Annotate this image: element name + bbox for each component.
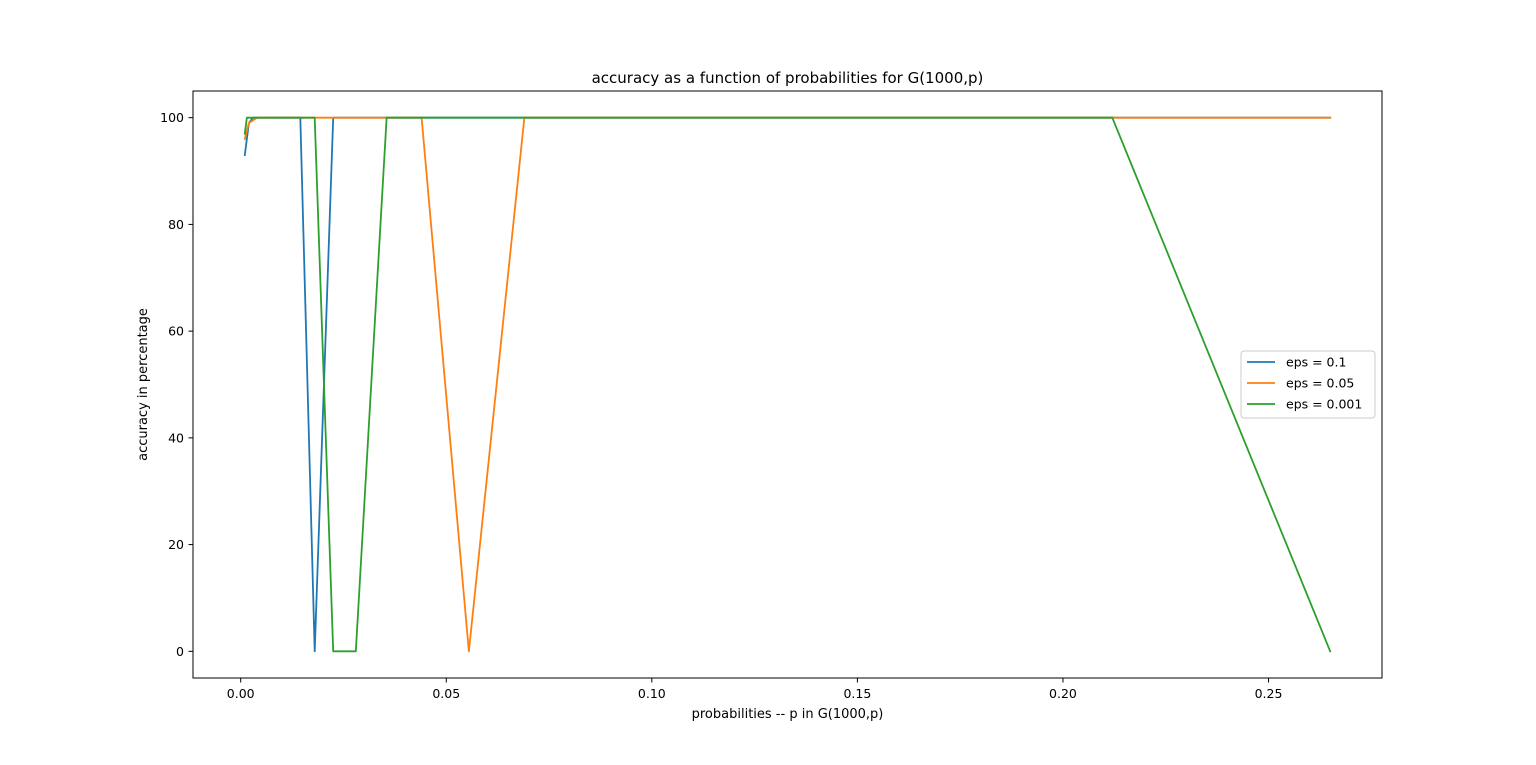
x-tick-label: 0.20 xyxy=(1049,686,1077,701)
y-axis-label: accuracy in percentage xyxy=(136,308,151,461)
x-axis: 0.00 0.05 0.10 0.15 0.20 0.25 xyxy=(227,678,1283,701)
x-tick-label: 0.15 xyxy=(843,686,871,701)
x-tick-label: 0.10 xyxy=(638,686,666,701)
legend-box xyxy=(1240,350,1376,419)
y-axis: 0 20 40 60 80 100 xyxy=(160,110,193,659)
x-tick-label: 0.25 xyxy=(1255,686,1283,701)
legend-label: eps = 0.05 xyxy=(1286,376,1354,391)
y-tick-label: 60 xyxy=(168,324,184,339)
y-tick-label: 80 xyxy=(168,217,184,232)
series-line-3 xyxy=(243,116,1332,653)
y-tick-label: 20 xyxy=(168,537,184,552)
x-axis-label: probabilities -- p in G(1000,p) xyxy=(692,707,884,722)
x-tick-label: 0.05 xyxy=(432,686,460,701)
y-tick-label: 40 xyxy=(168,430,184,445)
chart-title: accuracy as a function of probabilities … xyxy=(592,69,984,87)
plot-frame xyxy=(192,90,1383,679)
y-tick-label: 100 xyxy=(160,110,184,125)
y-tick-label: 0 xyxy=(176,644,184,659)
x-tick-label: 0.00 xyxy=(227,686,255,701)
legend: eps = 0.1 eps = 0.05 eps = 0.001 xyxy=(1240,350,1376,419)
series-layer xyxy=(243,116,1332,653)
legend-label: eps = 0.001 xyxy=(1286,397,1362,412)
legend-label: eps = 0.1 xyxy=(1286,355,1346,370)
